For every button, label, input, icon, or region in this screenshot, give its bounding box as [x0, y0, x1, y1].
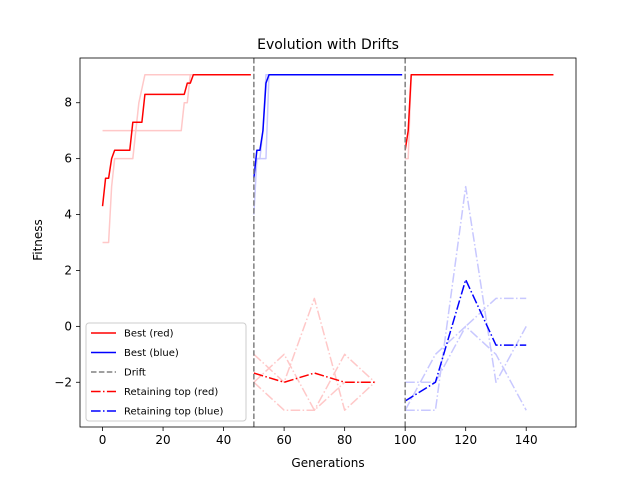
- series-retaining-top-blue: [404, 278, 527, 402]
- legend-label: Best (blue): [124, 348, 179, 359]
- y-axis-label: Fitness: [31, 219, 45, 261]
- legend-label: Retaining top (red): [124, 387, 218, 398]
- y-tick-label: 4: [64, 208, 72, 222]
- axes: 0 20 40 60 80 100 120 140 −2 0 2 4 6 8: [54, 57, 577, 447]
- legend-label: Retaining top (blue): [124, 407, 224, 418]
- x-tick-label: 120: [454, 433, 477, 447]
- x-tick-label: 100: [394, 433, 417, 447]
- y-tick-label: 6: [64, 152, 72, 166]
- series-line-8: [405, 185, 527, 411]
- legend: Best (red) Best (blue) Drift Retaining top …: [85, 322, 247, 422]
- y-tick-label: 8: [64, 96, 72, 110]
- legend-box: [85, 322, 247, 422]
- series-line-13: [404, 74, 554, 151]
- plot-frame: [79, 57, 577, 428]
- series-line-0: [102, 74, 251, 244]
- y-tick-label: 2: [64, 263, 72, 277]
- plot-area: [101, 58, 554, 427]
- x-tick-label: 80: [337, 433, 352, 447]
- y-tick-label: 0: [64, 319, 72, 333]
- y-tick-label: −2: [54, 375, 72, 389]
- x-axis-label: Generations: [291, 456, 364, 470]
- legend-label: Best (red): [124, 329, 174, 340]
- series-line-10: [404, 325, 527, 411]
- x-tick-label: 60: [276, 433, 291, 447]
- x-tick-label: 40: [216, 433, 231, 447]
- x-tick-label: 20: [155, 433, 170, 447]
- series-line-5: [253, 297, 376, 411]
- chart-title: Evolution with Drifts: [257, 37, 399, 53]
- x-tick-label: 140: [515, 433, 538, 447]
- legend-label: Drift: [124, 368, 146, 379]
- series-best-blue: [253, 74, 403, 179]
- series-line-9: [405, 297, 527, 384]
- series-retaining-top-red: [253, 372, 375, 384]
- series-best-red: [101, 74, 251, 207]
- x-tick-label: 0: [99, 433, 107, 447]
